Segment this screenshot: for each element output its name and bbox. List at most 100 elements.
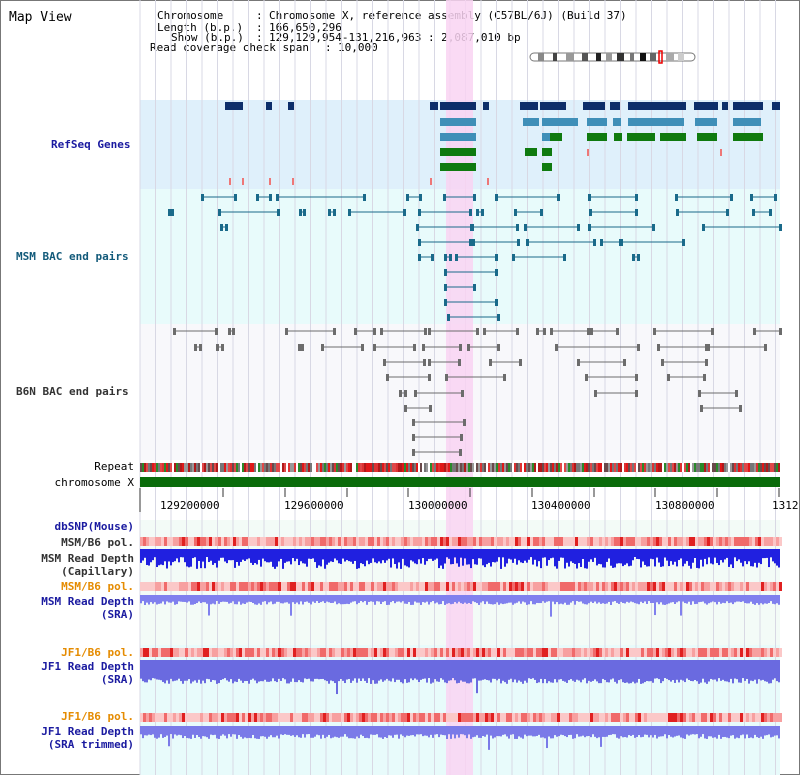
read-depth-bin xyxy=(516,726,518,739)
track-label-chromosome[interactable]: chromosome X xyxy=(54,476,134,489)
read-depth-bin xyxy=(522,595,524,602)
read-depth-bin xyxy=(648,595,650,602)
read-depth-bin xyxy=(778,549,780,568)
read-depth-bin xyxy=(240,660,242,681)
track-label-jf1-b6-pol[interactable]: JF1/B6 pol. xyxy=(61,646,134,659)
read-depth-bin xyxy=(432,660,434,683)
track-label-msm-bac[interactable]: MSM BAC end pairs xyxy=(16,250,129,263)
polymorphism-bin xyxy=(683,582,686,591)
polymorphism-bin xyxy=(254,648,257,657)
repeat-segment xyxy=(408,463,410,472)
read-depth-bin xyxy=(576,660,578,680)
read-depth-bin xyxy=(400,549,402,569)
read-depth-bin xyxy=(478,549,480,559)
read-depth-bin xyxy=(472,726,474,738)
read-depth-bin xyxy=(226,726,228,739)
track-label-jf1-depth-trim[interactable]: JF1 Read Depth xyxy=(41,725,134,738)
track-label-jf1-b6-pol-2[interactable]: JF1/B6 pol. xyxy=(61,710,134,723)
repeat-segment xyxy=(390,463,392,472)
polymorphism-bin xyxy=(602,582,605,591)
polymorphism-bin xyxy=(545,537,548,546)
read-depth-bin xyxy=(392,549,394,559)
polymorphism-bin xyxy=(596,713,599,722)
read-depth-bin xyxy=(444,660,446,683)
b6n-bac-pair-end xyxy=(404,390,407,397)
read-depth-bin xyxy=(716,549,718,563)
read-depth-bin xyxy=(280,595,282,604)
read-depth-bin xyxy=(634,660,636,684)
read-depth-bin xyxy=(488,726,490,750)
track-label-dbsnp[interactable]: dbSNP(Mouse) xyxy=(54,520,134,533)
read-depth-bin xyxy=(556,660,558,683)
read-depth-bin xyxy=(752,549,754,567)
read-depth-bin xyxy=(746,549,748,565)
polymorphism-bin xyxy=(146,537,149,546)
polymorphism-bin xyxy=(245,648,248,657)
read-depth-bin xyxy=(558,660,560,680)
msm-bac-pair-end xyxy=(652,224,655,231)
read-depth-bin xyxy=(694,660,696,680)
track-label-jf1-depth-sra[interactable]: JF1 Read Depth xyxy=(41,660,134,673)
read-depth-tracks[interactable] xyxy=(140,549,780,750)
read-depth-bin xyxy=(506,549,508,564)
repeat-segment xyxy=(210,463,212,472)
repeat-segment xyxy=(380,463,382,472)
refseq-genes[interactable] xyxy=(225,102,780,185)
polymorphism-bin xyxy=(374,582,377,591)
polymorphism-bin xyxy=(647,582,650,591)
read-depth-bin xyxy=(650,549,652,559)
polymorphism-bin xyxy=(626,648,629,657)
track-label-msm-depth-cap[interactable]: MSM Read Depth xyxy=(41,552,134,565)
track-label-b6n-bac[interactable]: B6N BAC end pairs xyxy=(16,385,129,398)
polymorphism-bin xyxy=(662,537,665,546)
b6n-bac-end-pairs[interactable] xyxy=(173,328,782,456)
polymorphism-bin xyxy=(497,648,500,657)
read-depth-bin xyxy=(340,660,342,679)
chromosome-bar[interactable] xyxy=(140,477,780,487)
b6n-bac-pair-end xyxy=(383,359,386,366)
read-depth-bin xyxy=(770,595,772,602)
read-depth-bin xyxy=(322,726,324,735)
read-depth-bin xyxy=(732,726,734,736)
read-depth-bin xyxy=(564,549,566,569)
read-depth-bin xyxy=(614,595,616,602)
read-depth-bin xyxy=(568,549,570,567)
read-depth-bin xyxy=(644,595,646,602)
track-label-msm-b6-pol[interactable]: MSM/B6 pol. xyxy=(61,536,134,549)
read-depth-bin xyxy=(224,726,226,736)
b6n-bac-pair-end xyxy=(735,390,738,397)
track-label-repeat[interactable]: Repeat xyxy=(94,460,134,473)
read-depth-bin xyxy=(660,726,662,737)
chromosome-ideogram[interactable] xyxy=(529,50,696,64)
track-label-msm-depth-sra[interactable]: MSM Read Depth xyxy=(41,595,134,608)
read-depth-bin xyxy=(182,660,184,684)
read-depth-bin xyxy=(648,549,650,567)
read-depth-bin xyxy=(718,595,720,602)
repeat-segment xyxy=(148,463,150,472)
polymorphism-bin xyxy=(584,582,587,591)
read-depth-bin xyxy=(148,660,150,680)
read-depth-bin xyxy=(724,660,726,682)
msm-bac-end-pairs[interactable] xyxy=(168,194,782,321)
read-depth-bin xyxy=(170,595,172,603)
track-label-refseq[interactable]: RefSeq Genes xyxy=(51,138,131,151)
polymorphism-bin xyxy=(194,582,197,591)
polymorphism-tracks[interactable] xyxy=(140,537,782,722)
polymorphism-bin xyxy=(320,537,323,546)
polymorphism-bin xyxy=(455,582,458,591)
repeat-segment xyxy=(532,463,534,472)
repeat-segment xyxy=(710,463,712,472)
repeat-track[interactable] xyxy=(140,463,780,472)
read-depth-bin xyxy=(728,726,730,739)
polymorphism-bin xyxy=(470,582,473,591)
msm-bac-pair-end xyxy=(256,194,259,201)
read-depth-bin xyxy=(592,660,594,681)
polymorphism-bin xyxy=(206,648,209,657)
read-depth-bin xyxy=(326,726,328,737)
repeat-segment xyxy=(506,463,508,472)
selection-highlight[interactable] xyxy=(446,0,473,775)
repeat-segment xyxy=(604,463,606,472)
track-label-msm-b6-pol-2[interactable]: MSM/B6 pol. xyxy=(61,580,134,593)
read-depth-bin xyxy=(712,726,714,738)
